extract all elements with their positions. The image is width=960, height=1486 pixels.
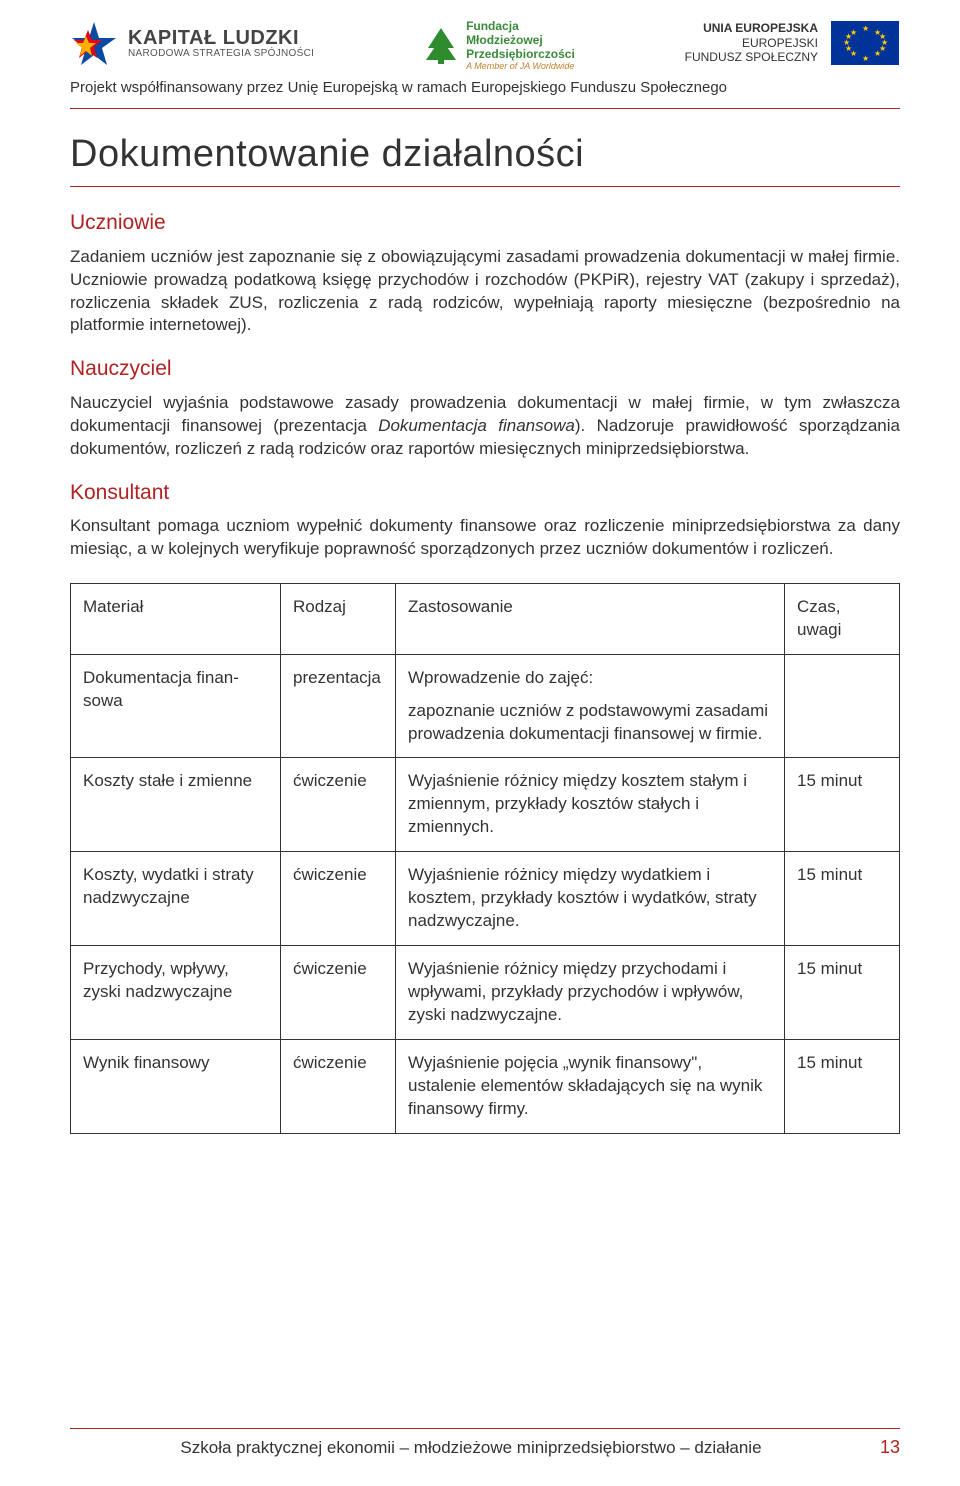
- section-head-uczniowie: Uczniowie: [70, 209, 900, 237]
- project-cofinance-line: Projekt współfinansowany przez Unię Euro…: [70, 78, 900, 98]
- cell-zastos: Wyjaśnienie różnicy między wydat­kiem i …: [396, 852, 785, 946]
- cell-rodzaj: ćwiczenie: [281, 946, 396, 1040]
- table-row: Koszty, wydatki i straty nadzwyczajne ćw…: [71, 852, 900, 946]
- cell-material: Koszty, wydatki i straty nadzwyczajne: [71, 852, 281, 946]
- cell-zastos: Wprowadzenie do zajęć: zapoznanie ucznió…: [396, 654, 785, 758]
- para-nauczyciel: Nauczyciel wyjaśnia podstawowe zasady pr…: [70, 392, 900, 461]
- cell-rodzaj: ćwiczenie: [281, 758, 396, 852]
- cell-zastos-a: Wprowadzenie do zajęć:: [408, 667, 772, 690]
- table-row: Dokumentacja finan­sowa prezentacja Wpro…: [71, 654, 900, 758]
- th-zastosowanie: Zastosowanie: [396, 583, 785, 654]
- th-czas: Czas, uwagi: [785, 583, 900, 654]
- cell-zastos: Wyjaśnienie pojęcia „wynik finanso­wy", …: [396, 1039, 785, 1133]
- para-nauczyciel-italic: Dokumentacja finansowa: [378, 416, 575, 435]
- th-rodzaj: Rodzaj: [281, 583, 396, 654]
- eu-flag-icon: ★ ★ ★ ★ ★ ★ ★ ★ ★ ★ ★ ★: [830, 20, 900, 66]
- th-material: Materiał: [71, 583, 281, 654]
- cell-material: Wynik finansowy: [71, 1039, 281, 1133]
- para-konsultant: Konsultant pomaga uczniom wypełnić dokum…: [70, 515, 900, 561]
- cell-material: Przychody, wpływy, zyski nadzwyczajne: [71, 946, 281, 1040]
- materials-table: Materiał Rodzaj Zastosowanie Czas, uwagi…: [70, 583, 900, 1134]
- kl-star-icon: [70, 20, 118, 68]
- header-rule: [70, 108, 900, 109]
- cell-czas: 15 minut: [785, 852, 900, 946]
- cell-czas: 15 minut: [785, 946, 900, 1040]
- kl-title: KAPITAŁ LUDZKI: [128, 28, 314, 49]
- fm-sub: A Member of JA Worldwide: [466, 61, 575, 71]
- section-head-nauczyciel: Nauczyciel: [70, 355, 900, 383]
- para-uczniowie: Zadaniem uczniów jest zapoznanie się z o…: [70, 246, 900, 338]
- kl-logo-block: KAPITAŁ LUDZKI NARODOWA STRATEGIA SPÓJNO…: [70, 20, 314, 68]
- cell-czas: 15 minut: [785, 1039, 900, 1133]
- table-row: Wynik finansowy ćwiczenie Wyjaśnienie po…: [71, 1039, 900, 1133]
- cell-material: Koszty stałe i zmienne: [71, 758, 281, 852]
- cell-material: Dokumentacja finan­sowa: [71, 654, 281, 758]
- fm-logo-block: Fundacja Młodzieżowej Przedsiębiorczości…: [424, 20, 575, 72]
- fm-line1: Fundacja: [466, 20, 575, 34]
- table-row: Koszty stałe i zmienne ćwiczenie Wyjaśni…: [71, 758, 900, 852]
- page-footer: Szkoła praktycznej ekonomii – młodzieżow…: [70, 1428, 900, 1460]
- cell-rodzaj: prezentacja: [281, 654, 396, 758]
- eu-line3: FUNDUSZ SPOŁECZNY: [685, 50, 818, 64]
- fm-line3: Przedsiębiorczości: [466, 48, 575, 62]
- cell-czas: [785, 654, 900, 758]
- fm-line2: Młodzieżowej: [466, 34, 575, 48]
- footer-text: Szkoła praktycznej ekonomii – młodzieżow…: [70, 1437, 872, 1460]
- kl-subtitle: NARODOWA STRATEGIA SPÓJNOŚCI: [128, 49, 314, 60]
- header-logos: KAPITAŁ LUDZKI NARODOWA STRATEGIA SPÓJNO…: [70, 20, 900, 72]
- section-head-konsultant: Konsultant: [70, 479, 900, 507]
- footer-page-number: 13: [880, 1435, 900, 1459]
- footer-rule: [70, 1428, 900, 1429]
- cell-rodzaj: ćwiczenie: [281, 852, 396, 946]
- page-title: Dokumentowanie działalności: [70, 129, 900, 187]
- cell-zastos: Wyjaśnienie różnicy między przycho­dami …: [396, 946, 785, 1040]
- eu-line1: UNIA EUROPEJSKA: [685, 21, 818, 35]
- table-row: Przychody, wpływy, zyski nadzwyczajne ćw…: [71, 946, 900, 1040]
- eu-logo-block: UNIA EUROPEJSKA EUROPEJSKI FUNDUSZ SPOŁE…: [685, 20, 900, 66]
- cell-rodzaj: ćwiczenie: [281, 1039, 396, 1133]
- fm-tree-icon: [424, 26, 458, 66]
- eu-line2: EUROPEJSKI: [685, 36, 818, 50]
- cell-czas: 15 minut: [785, 758, 900, 852]
- table-header-row: Materiał Rodzaj Zastosowanie Czas, uwagi: [71, 583, 900, 654]
- cell-zastos: Wyjaśnienie różnicy między kosztem stały…: [396, 758, 785, 852]
- cell-zastos-b: zapoznanie uczniów z podstawowymi zasada…: [408, 700, 772, 746]
